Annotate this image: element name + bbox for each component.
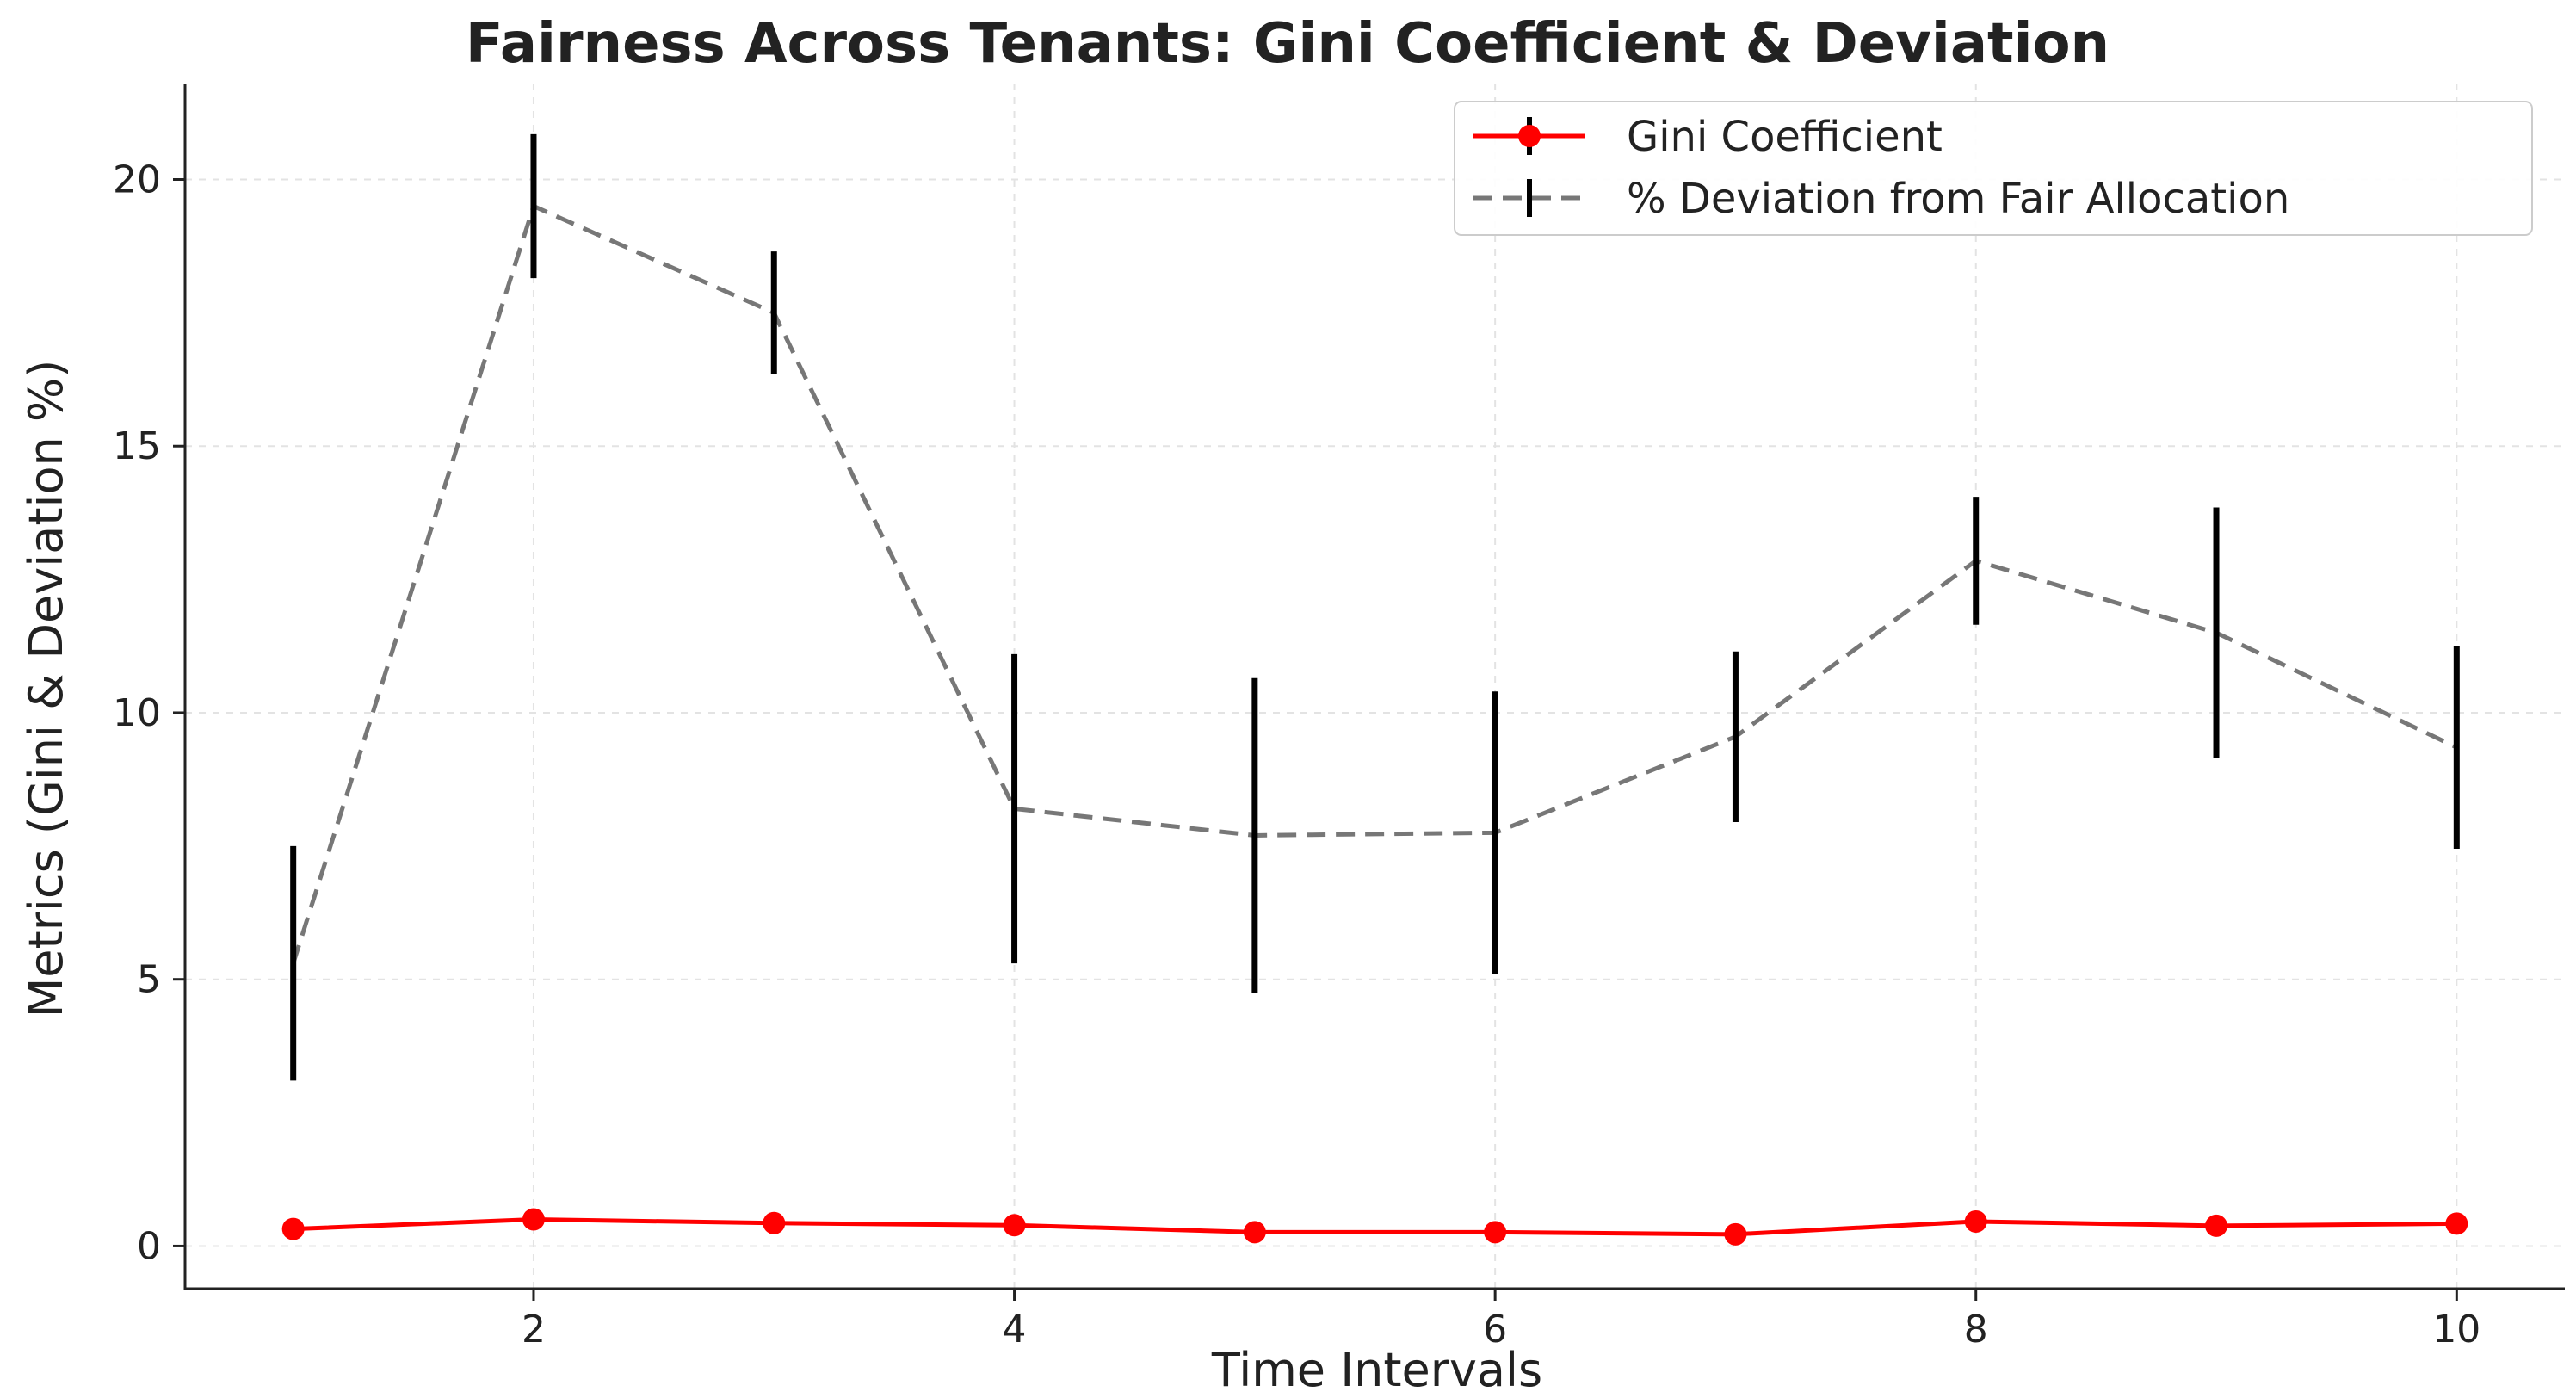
chart-title: Fairness Across Tenants: Gini Coefficien…	[466, 12, 2110, 76]
gini-line	[293, 1216, 2457, 1237]
x-tick-label-4: 4	[1003, 1308, 1027, 1352]
gini-point-7	[1724, 1222, 1747, 1246]
gini-point-3	[763, 1211, 786, 1234]
y-tick-label-10: 10	[113, 691, 161, 735]
legend-gini-marker	[1518, 125, 1541, 147]
legend-gini-label: Gini Coefficient	[1627, 113, 1943, 161]
gini-point-5	[1243, 1221, 1266, 1244]
gini-point-8	[1964, 1209, 1987, 1233]
y-axis-label: Metrics (Gini & Deviation %)	[19, 360, 73, 1018]
gini-point-6	[1484, 1221, 1507, 1244]
x-tick-label-10: 10	[2432, 1308, 2480, 1352]
axes-spine	[183, 84, 2565, 1290]
grid-layer	[185, 84, 2565, 1289]
y-tick-label-15: 15	[113, 424, 161, 468]
gini-point-9	[2205, 1214, 2228, 1237]
x-axis-label: Time Intervals	[1211, 1343, 1542, 1397]
gini-point-2	[522, 1208, 545, 1231]
x-tick-label-2: 2	[522, 1308, 546, 1352]
gini-point-1	[281, 1217, 305, 1240]
gini-point-10	[2445, 1212, 2468, 1235]
deviation-line	[291, 203, 2458, 964]
legend: Gini Coefficient % Deviation from Fair Al…	[1454, 101, 2533, 236]
x-tick-label-8: 8	[1964, 1308, 1988, 1352]
axes-layer: 2 4 6 8 10 0 5 10 15 20	[113, 84, 2565, 1352]
y-tick-label-0: 0	[137, 1224, 161, 1268]
legend-box	[1454, 101, 2533, 236]
x-tick-label-6: 6	[1483, 1308, 1507, 1352]
legend-deviation-label: % Deviation from Fair Allocation	[1627, 175, 2289, 223]
series-layer	[281, 133, 2468, 1246]
gini-point-4	[1003, 1214, 1026, 1237]
y-tick-label-20: 20	[113, 158, 161, 202]
y-tick-label-5: 5	[137, 958, 161, 1002]
